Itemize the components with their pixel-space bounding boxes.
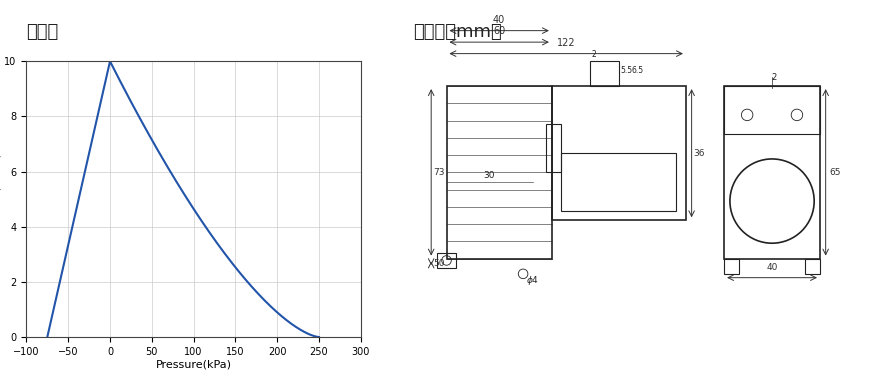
Text: 曲线图: 曲线图	[26, 23, 59, 41]
Text: 73: 73	[433, 168, 444, 177]
Text: 30: 30	[483, 171, 495, 180]
Text: 50: 50	[433, 259, 444, 268]
Text: 65: 65	[830, 168, 841, 177]
Text: 2: 2	[591, 51, 597, 59]
Text: 122: 122	[557, 38, 576, 48]
Text: 40: 40	[766, 263, 778, 272]
Text: 36: 36	[693, 149, 705, 158]
Text: 40: 40	[493, 15, 505, 25]
Text: 5.5: 5.5	[620, 66, 633, 75]
Text: $\phi$4: $\phi$4	[526, 275, 539, 287]
X-axis label: Pressure(kPa): Pressure(kPa)	[156, 360, 231, 370]
Y-axis label: Flow Rate(L/Min): Flow Rate(L/Min)	[0, 152, 2, 246]
Text: 尺寸图（mm）: 尺寸图（mm）	[414, 23, 502, 41]
Text: 60: 60	[493, 26, 505, 36]
Text: 2: 2	[772, 74, 776, 82]
Text: 6.5: 6.5	[632, 66, 644, 75]
